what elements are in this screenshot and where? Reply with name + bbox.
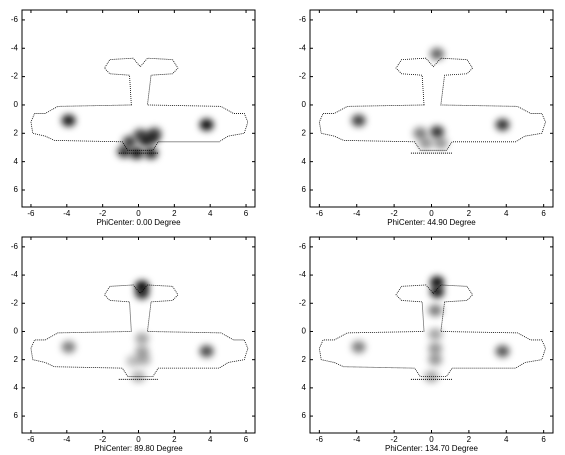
y-tick-label: 6 <box>302 185 307 194</box>
x-tick-label: 4 <box>504 435 509 444</box>
y-tick-label: 4 <box>302 383 307 392</box>
x-tick-label: -6 <box>27 435 35 444</box>
y-tick-label: 6 <box>14 411 19 420</box>
x-tick-label: 6 <box>541 209 546 218</box>
x-tick-label: 2 <box>467 209 472 218</box>
scatter-blob <box>430 47 445 60</box>
y-tick-label: -6 <box>299 15 307 24</box>
x-tick-label: 6 <box>244 209 249 218</box>
x-tick-label: -6 <box>316 435 324 444</box>
y-tick-label: 4 <box>302 157 307 166</box>
scatter-blob <box>495 118 510 131</box>
y-tick-label: 2 <box>14 355 19 364</box>
x-tick-label: -2 <box>99 435 107 444</box>
y-tick-label: -4 <box>11 43 19 52</box>
y-tick-label: -4 <box>11 270 19 279</box>
x-tick-label: -4 <box>63 209 71 218</box>
scatter-blob <box>430 285 445 298</box>
scatter-blob <box>418 137 433 150</box>
y-tick-label: 2 <box>302 128 307 137</box>
x-axis-label: PhiCenter: 89.80 Degree <box>94 444 183 453</box>
x-tick-label: -2 <box>391 209 399 218</box>
scatter-blob <box>199 118 214 131</box>
scatter-blob <box>430 125 445 138</box>
scatter-blob <box>430 276 445 289</box>
scatter-blob <box>428 304 443 317</box>
scatter-blob <box>428 328 443 341</box>
y-tick-label: -2 <box>11 72 19 81</box>
y-tick-label: -2 <box>299 72 307 81</box>
y-tick-label: 0 <box>302 327 307 336</box>
scatter-blob <box>131 370 146 383</box>
scatter-blob <box>129 147 144 160</box>
scatter-blob <box>61 340 76 353</box>
y-tick-label: 4 <box>14 157 19 166</box>
scatter-blob <box>126 355 141 368</box>
panel: -6 -4 -2 0 2 4 6 -6 -4 -2 0 2 4 6 PhiCenter: 44.90 Deg… <box>299 9 554 227</box>
x-tick-label: -2 <box>99 209 107 218</box>
x-tick-label: 0 <box>136 435 141 444</box>
scatter-blob <box>495 345 510 358</box>
scatter-blob <box>122 135 137 148</box>
plot-frame <box>21 9 256 208</box>
x-axis-label: PhiCenter: 0.00 Degree <box>96 218 181 227</box>
scatter-blob <box>135 332 150 345</box>
scatter-blob <box>433 137 448 150</box>
scatter-blob <box>144 147 159 160</box>
scatter-blob <box>199 345 214 358</box>
x-tick-label: -6 <box>316 209 324 218</box>
y-tick-label: -6 <box>299 242 307 251</box>
panel: -6 -4 -2 0 2 4 6 -6 -4 -2 0 2 4 6 PhiCenter: 0.00 Degr… <box>11 9 256 227</box>
x-tick-label: 6 <box>244 435 249 444</box>
y-tick-label: 2 <box>302 355 307 364</box>
x-axis-label: PhiCenter: 44.90 Degree <box>387 218 476 227</box>
x-tick-label: -6 <box>27 209 35 218</box>
x-tick-label: -4 <box>353 209 361 218</box>
x-tick-label: 0 <box>429 435 434 444</box>
scatter-blob <box>428 342 443 355</box>
scatter-blob <box>413 127 428 140</box>
plot-frame <box>309 9 554 208</box>
y-tick-label: -2 <box>11 298 19 307</box>
scatter-blob <box>424 370 439 383</box>
y-tick-label: 6 <box>14 185 19 194</box>
scatter-blob <box>61 114 76 127</box>
x-tick-label: 4 <box>208 209 213 218</box>
y-tick-label: 0 <box>14 100 19 109</box>
x-axis-label: PhiCenter: 134.70 Degree <box>385 444 479 453</box>
scatter-blob <box>135 287 150 300</box>
x-tick-label: -4 <box>353 435 361 444</box>
x-tick-label: 2 <box>467 435 472 444</box>
x-tick-label: 6 <box>541 435 546 444</box>
x-tick-label: 0 <box>429 209 434 218</box>
y-tick-label: -2 <box>299 298 307 307</box>
y-tick-label: 6 <box>302 411 307 420</box>
scatter-blob <box>351 114 366 127</box>
x-tick-label: 2 <box>172 435 177 444</box>
x-tick-label: 0 <box>136 209 141 218</box>
y-tick-label: 0 <box>14 327 19 336</box>
scatter-blob <box>136 353 151 366</box>
scatter-blob <box>117 145 132 158</box>
x-tick-label: -4 <box>63 435 71 444</box>
y-tick-label: 2 <box>14 128 19 137</box>
panel: -6 -4 -2 0 2 4 6 -6 -4 -2 0 2 4 6 PhiCenter: 134.70 De… <box>299 236 553 453</box>
panel: -6 -4 -2 0 2 4 6 -6 -4 -2 0 2 4 6 PhiCenter: 89.80 Deg… <box>11 236 255 453</box>
x-tick-label: 4 <box>504 209 509 218</box>
y-tick-label: 4 <box>14 383 19 392</box>
scatter-blob <box>147 127 162 140</box>
x-tick-label: 4 <box>208 435 213 444</box>
y-tick-label: -4 <box>299 43 307 52</box>
scatter-blob <box>428 353 443 366</box>
y-tick-label: -6 <box>11 242 19 251</box>
y-tick-label: -4 <box>299 270 307 279</box>
x-tick-label: -2 <box>391 435 399 444</box>
x-tick-label: 2 <box>172 209 177 218</box>
y-tick-label: 0 <box>302 100 307 109</box>
y-tick-label: -6 <box>11 15 19 24</box>
scatter-blob <box>351 340 366 353</box>
